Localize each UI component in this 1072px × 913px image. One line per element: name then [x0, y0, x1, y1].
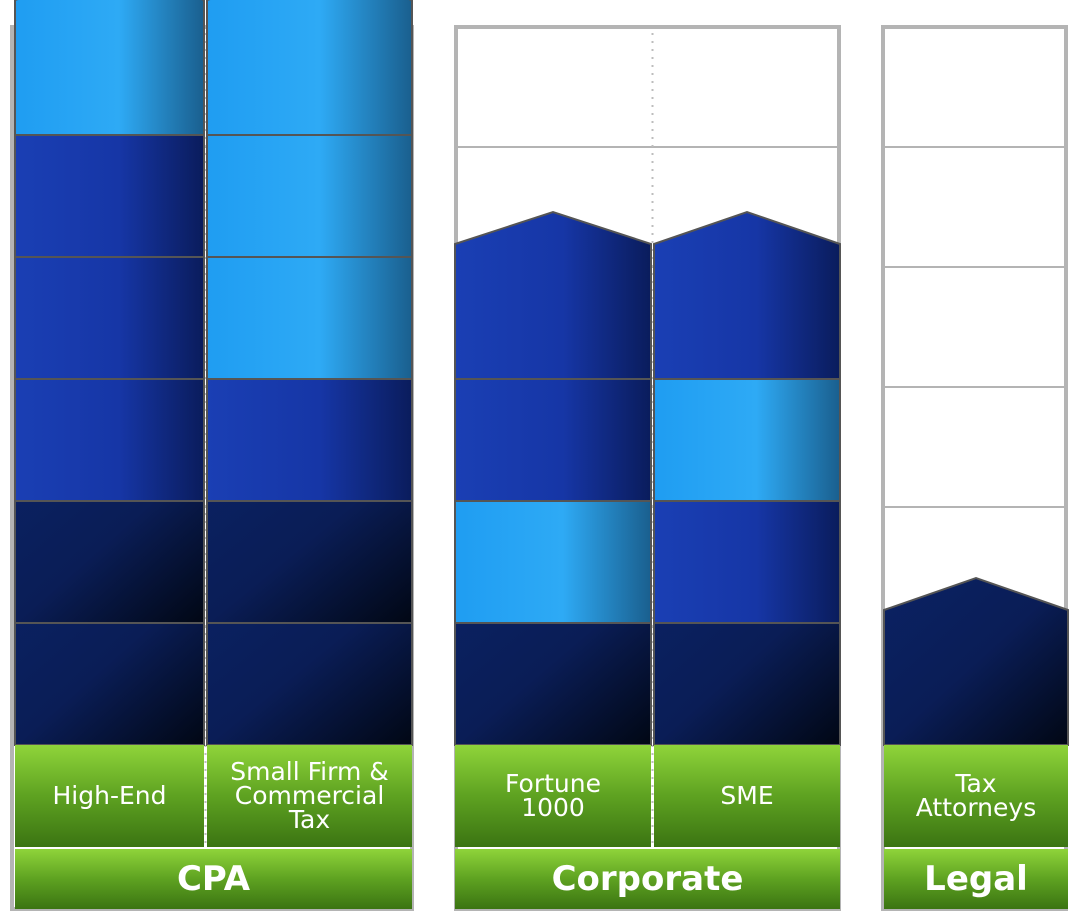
- small-firm-label-bar: [207, 745, 412, 847]
- cpa-group-bar: [15, 849, 412, 909]
- high-end-block-6: [14, 0, 205, 136]
- fortune-1000-block-4: [454, 210, 652, 380]
- high-end-label-bar: [15, 745, 204, 847]
- sme-block-4: [653, 210, 841, 380]
- fortune-1000-label-bar: [455, 745, 651, 847]
- sme-label-bar: [654, 745, 840, 847]
- legal-group-bar: [884, 849, 1068, 909]
- tax-attorneys-block-1: [883, 576, 1069, 746]
- small-firm-block-6: [206, 0, 413, 136]
- corporate-group-bar: [455, 849, 840, 909]
- tax-attorneys-label-bar: [884, 745, 1068, 847]
